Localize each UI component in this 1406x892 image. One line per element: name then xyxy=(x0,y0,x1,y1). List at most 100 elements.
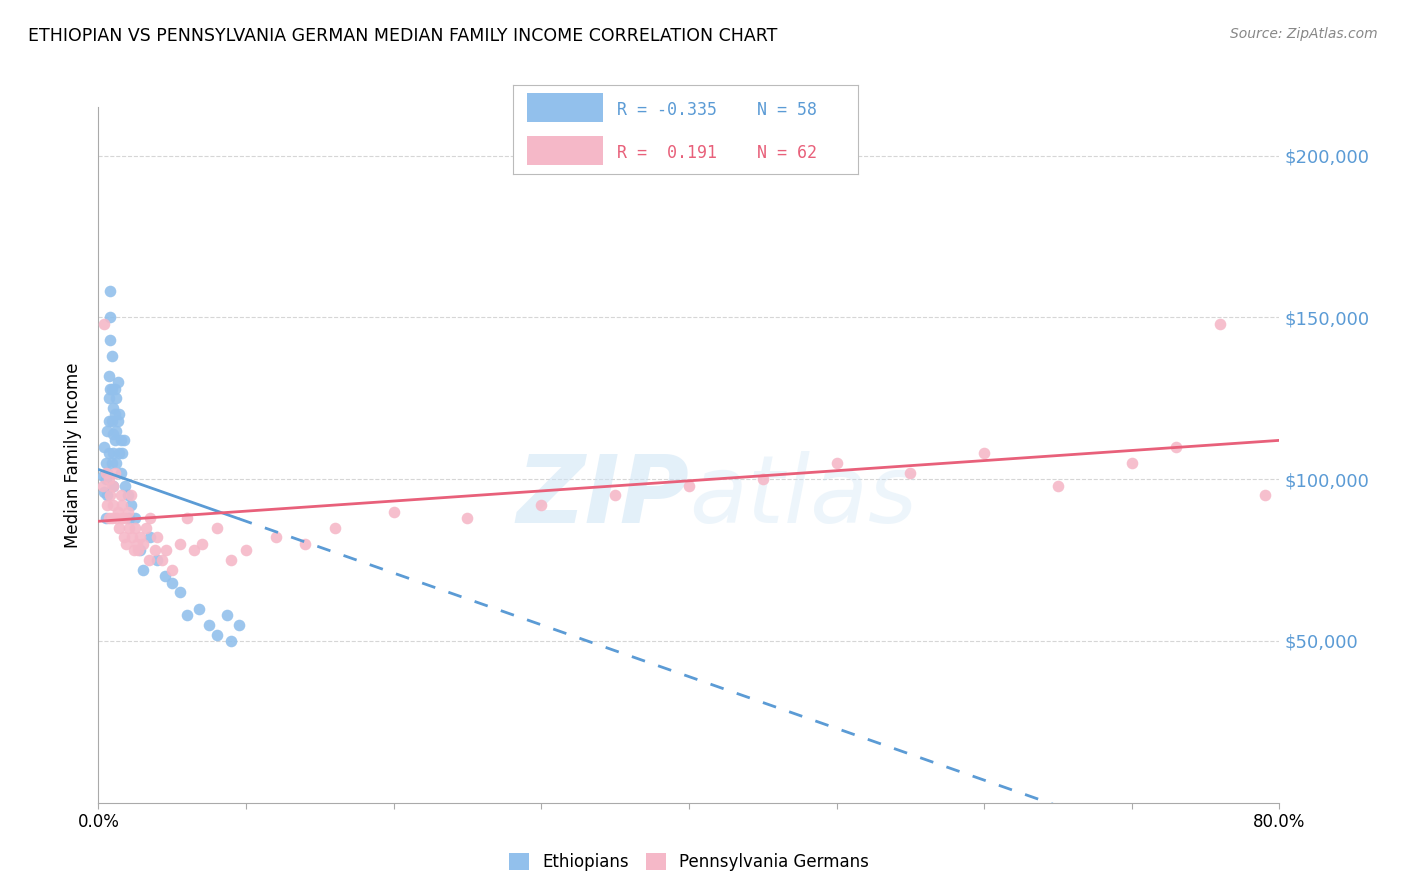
Point xyxy=(900,466,922,480)
Y-axis label: Median Family Income: Median Family Income xyxy=(65,362,83,548)
Point xyxy=(108,446,131,460)
Point xyxy=(973,446,995,460)
Point xyxy=(108,521,131,535)
Point xyxy=(100,349,122,363)
Point xyxy=(97,446,120,460)
Point xyxy=(98,333,121,347)
Point xyxy=(111,498,134,512)
Point xyxy=(456,511,478,525)
Point xyxy=(530,498,553,512)
Point xyxy=(125,537,148,551)
Point xyxy=(139,531,162,545)
Point xyxy=(97,392,120,406)
Point xyxy=(98,488,121,502)
Point xyxy=(94,466,117,480)
Point xyxy=(97,472,120,486)
Point xyxy=(1046,478,1069,492)
Point xyxy=(751,472,773,486)
Point xyxy=(98,285,121,299)
Point xyxy=(110,488,132,502)
Point xyxy=(104,466,127,480)
Text: R = -0.335    N = 58: R = -0.335 N = 58 xyxy=(616,101,817,119)
Point xyxy=(323,521,346,535)
Point xyxy=(128,543,150,558)
Point xyxy=(100,511,122,525)
Point xyxy=(96,424,118,438)
Point xyxy=(118,511,141,525)
Text: atlas: atlas xyxy=(689,451,917,542)
Point xyxy=(183,543,205,558)
Point xyxy=(114,511,136,525)
Point xyxy=(105,392,128,406)
Text: Source: ZipAtlas.com: Source: ZipAtlas.com xyxy=(1230,27,1378,41)
Point xyxy=(162,563,183,577)
Point xyxy=(382,504,405,518)
Point xyxy=(294,537,316,551)
Point xyxy=(110,466,132,480)
Point xyxy=(107,375,129,389)
Point xyxy=(205,627,228,641)
Point xyxy=(100,456,122,470)
Point xyxy=(169,537,191,551)
Point xyxy=(96,498,118,512)
Point xyxy=(105,511,128,525)
Point xyxy=(118,521,141,535)
Point xyxy=(124,521,146,535)
Point xyxy=(228,617,250,632)
Point xyxy=(108,408,131,422)
Point xyxy=(98,310,121,325)
Point xyxy=(94,472,117,486)
Point xyxy=(235,543,257,558)
Point xyxy=(111,446,134,460)
Point xyxy=(93,485,115,500)
Point xyxy=(1164,440,1187,454)
Point xyxy=(132,537,155,551)
Point xyxy=(110,434,132,448)
Point xyxy=(103,478,125,492)
Point xyxy=(146,531,169,545)
Point xyxy=(104,408,127,422)
Bar xyxy=(527,136,603,165)
Point xyxy=(124,511,146,525)
Point xyxy=(112,531,135,545)
Point xyxy=(104,382,127,396)
Point xyxy=(132,563,155,577)
Point xyxy=(191,537,214,551)
Point xyxy=(605,488,627,502)
Point xyxy=(98,382,121,396)
Legend: Ethiopians, Pennsylvania Germans: Ethiopians, Pennsylvania Germans xyxy=(502,847,876,878)
Point xyxy=(97,511,120,525)
Point xyxy=(120,498,142,512)
Text: ETHIOPIAN VS PENNSYLVANIA GERMAN MEDIAN FAMILY INCOME CORRELATION CHART: ETHIOPIAN VS PENNSYLVANIA GERMAN MEDIAN … xyxy=(28,27,778,45)
Point xyxy=(96,488,118,502)
Point xyxy=(117,488,139,502)
Point xyxy=(150,553,173,567)
Point xyxy=(115,537,138,551)
Point xyxy=(1254,488,1277,502)
Point xyxy=(198,617,221,632)
Point xyxy=(135,521,157,535)
Point xyxy=(155,543,177,558)
Point xyxy=(111,511,134,525)
Point xyxy=(94,511,117,525)
Point xyxy=(128,531,150,545)
Point xyxy=(176,511,198,525)
Point xyxy=(162,575,183,590)
Point xyxy=(139,511,162,525)
Point xyxy=(120,488,142,502)
Point xyxy=(117,504,139,518)
Point xyxy=(105,456,128,470)
Point xyxy=(215,608,238,623)
Point xyxy=(103,498,125,512)
Text: R =  0.191    N = 62: R = 0.191 N = 62 xyxy=(616,144,817,161)
Point xyxy=(93,440,115,454)
Point xyxy=(107,414,129,428)
Point xyxy=(93,317,115,331)
Point xyxy=(103,446,125,460)
Point xyxy=(107,504,129,518)
Point xyxy=(825,456,848,470)
Bar xyxy=(527,93,603,122)
Point xyxy=(103,478,125,492)
Point xyxy=(97,368,120,383)
Point xyxy=(91,469,114,483)
